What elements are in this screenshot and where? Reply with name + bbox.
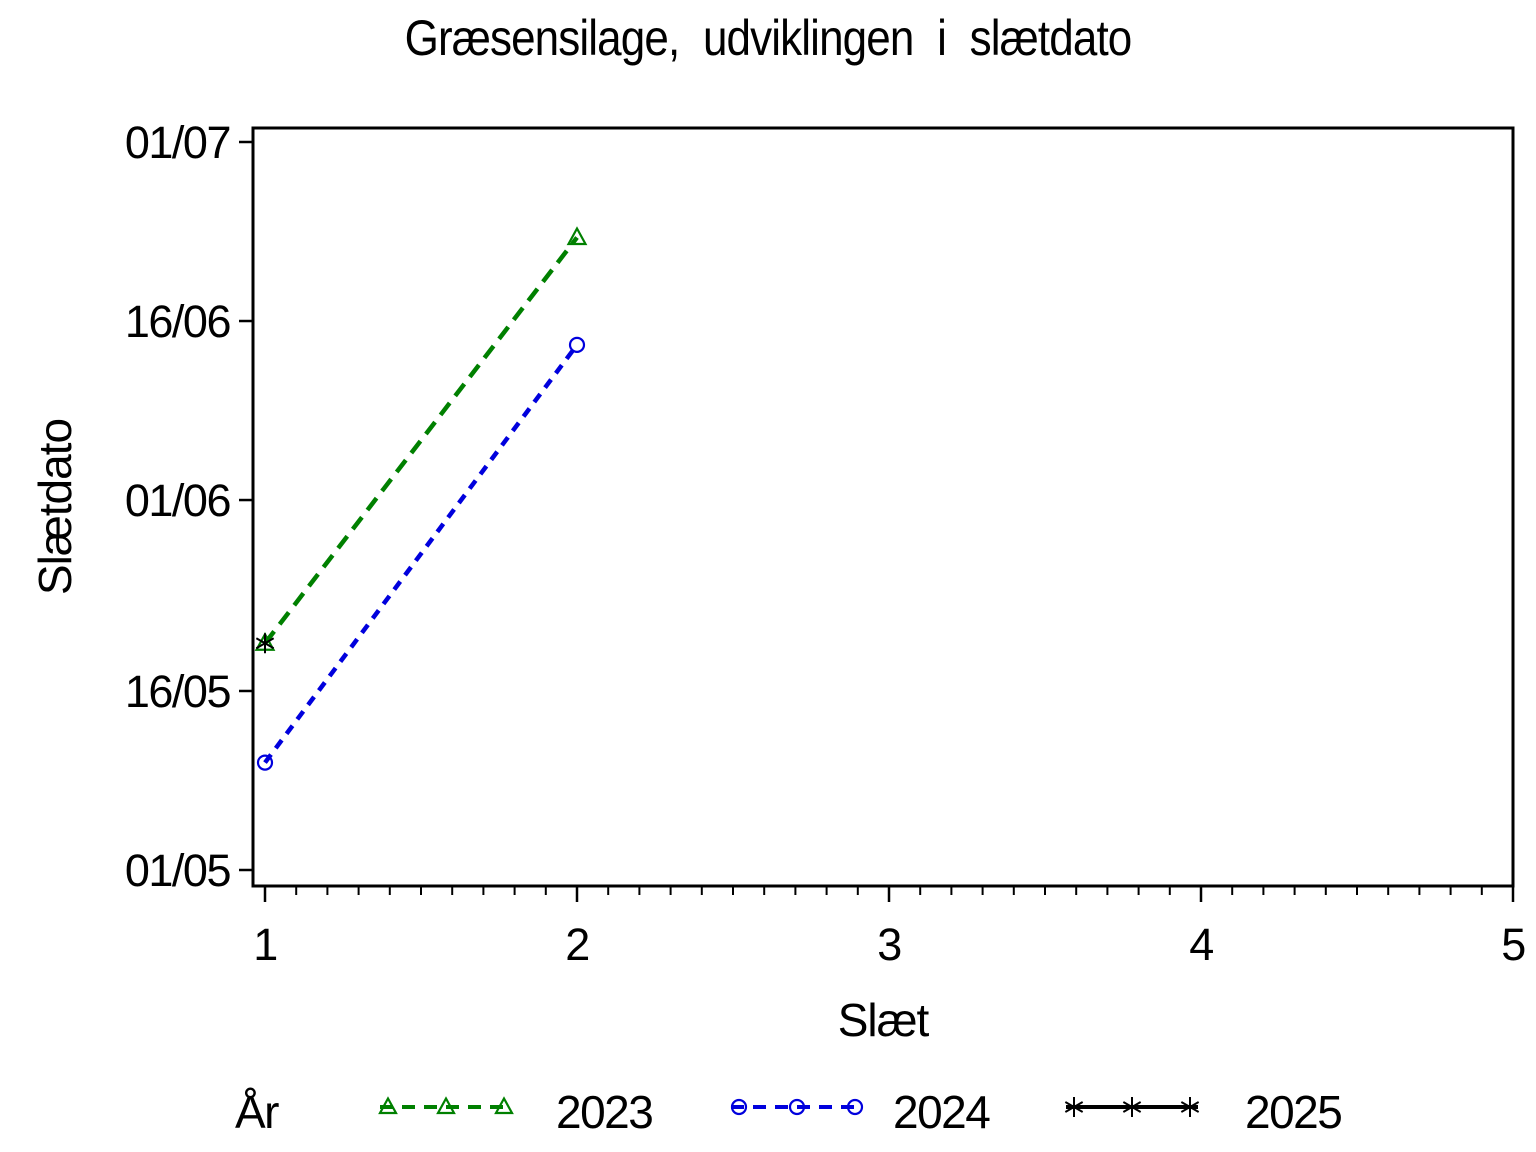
series-2023-triangle-marker <box>566 226 588 246</box>
x-tick-label: 4 <box>1189 919 1213 970</box>
y-tick-label: 01/05 <box>125 845 231 896</box>
series-2024-circle-marker <box>568 336 586 353</box>
plot-frame <box>251 126 1515 888</box>
legend-line-2023 <box>378 1096 398 1115</box>
legend-label-2023: 2023 <box>556 1086 654 1138</box>
series-2024-circle-marker <box>256 754 274 771</box>
legend-title: År <box>235 1086 280 1138</box>
y-tick-label: 01/07 <box>125 117 230 168</box>
series-2024-line <box>263 343 579 764</box>
series-2023-line <box>263 236 579 645</box>
legend-label-2025: 2025 <box>1245 1086 1343 1138</box>
legend-line-2025 <box>1180 1097 1200 1117</box>
legend-label-2024: 2024 <box>893 1086 991 1138</box>
legend-line-2024 <box>788 1098 806 1116</box>
legend-line-2024 <box>846 1098 864 1116</box>
series-2025-star-marker <box>255 633 275 654</box>
x-axis-title: Slæt <box>837 994 930 1046</box>
legend-line-2025 <box>1064 1097 1084 1117</box>
y-tick-label: 01/06 <box>125 475 231 526</box>
x-tick-label: 2 <box>565 919 589 970</box>
legend-line-2025 <box>1122 1097 1142 1117</box>
y-tick-label: 16/06 <box>125 296 231 347</box>
legend-line-2024 <box>730 1098 748 1116</box>
x-tick-label: 1 <box>253 919 277 970</box>
legend-line-2023 <box>494 1096 514 1115</box>
x-tick-label: 5 <box>1501 919 1525 970</box>
legend-swatch-2025 <box>1064 1097 1200 1117</box>
legend-swatch-2024 <box>730 1098 864 1116</box>
y-tick-label: 16/05 <box>125 666 231 717</box>
x-tick-label: 3 <box>877 919 901 970</box>
chart-title: Græsensilage, udviklingen i slætdato <box>404 10 1133 66</box>
legend-line-2023 <box>436 1096 456 1115</box>
legend-swatch-2023 <box>378 1096 514 1115</box>
